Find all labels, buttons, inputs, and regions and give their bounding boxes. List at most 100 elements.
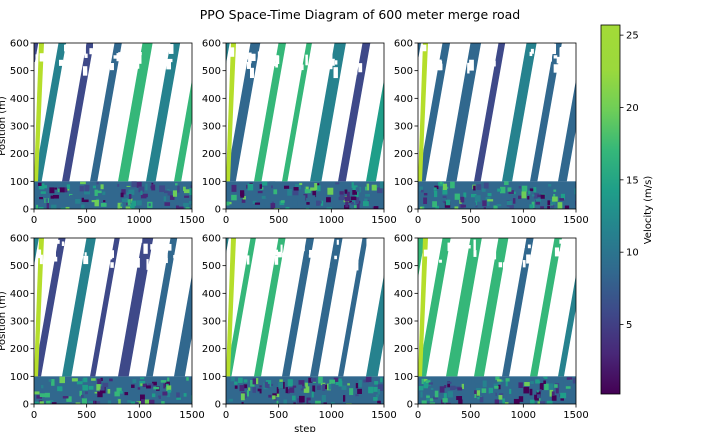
speed-cell (76, 381, 83, 385)
y-tick-label: 500 (394, 261, 413, 272)
speed-cell (268, 394, 272, 398)
speed-cell (312, 190, 317, 198)
trajectory-band (174, 274, 192, 377)
gap-cell (34, 61, 38, 68)
speed-cell (141, 399, 145, 404)
speed-cell (498, 384, 501, 390)
speed-cell (482, 200, 487, 207)
speed-cell (473, 185, 476, 191)
gap-cell (512, 253, 517, 264)
y-tick-label: 200 (10, 149, 29, 160)
speed-cell (543, 376, 548, 379)
speed-cell (127, 400, 132, 403)
speed-cell (551, 391, 555, 396)
gap-cell (458, 52, 462, 61)
speed-cell (373, 397, 378, 401)
speed-cell (149, 399, 155, 404)
y-tick-label: 300 (394, 317, 413, 328)
lead-trajectory (418, 43, 428, 182)
gap-cell (251, 53, 256, 62)
speed-cell (428, 382, 433, 385)
gap-cell (252, 256, 256, 268)
speed-cell (488, 387, 494, 394)
x-tick-label: 1500 (563, 410, 588, 421)
speed-cell (501, 194, 506, 199)
gap-cell (44, 238, 49, 249)
speed-cell (564, 205, 570, 209)
gap-cell (330, 58, 335, 66)
speed-cell (502, 398, 505, 404)
x-tick-label: 500 (77, 215, 96, 226)
speed-cell (125, 206, 132, 209)
speed-cell (349, 388, 354, 396)
trajectory-band (282, 238, 315, 377)
speed-cell (362, 201, 369, 207)
speed-cell (241, 402, 244, 404)
speed-cell (38, 183, 45, 190)
trajectory-band (674, 43, 706, 181)
speed-cell (163, 383, 166, 389)
speed-cell (481, 188, 486, 192)
speed-cell (65, 403, 70, 404)
gap-cell (121, 261, 126, 269)
gap-cell (268, 58, 272, 67)
x-tick-label: 0 (31, 215, 37, 226)
gap-cell (146, 259, 149, 270)
gap-cell (39, 254, 43, 265)
speed-cell (344, 196, 351, 202)
speed-cell (66, 184, 71, 189)
gap-cell (572, 239, 575, 248)
speed-cell (98, 385, 101, 390)
speed-cell (139, 200, 145, 204)
x-tick-label: 0 (223, 215, 229, 226)
y-tick-label: 500 (10, 261, 29, 272)
gap-cell (464, 50, 467, 58)
speed-cell (328, 383, 332, 390)
gap-cell (556, 56, 560, 64)
speed-cell (241, 199, 246, 203)
trajectory-band (558, 79, 576, 182)
speed-cell (234, 385, 238, 389)
speed-cell (69, 195, 75, 200)
speed-cell (146, 385, 151, 389)
trajectory-band (34, 238, 39, 266)
gap-cell (58, 59, 64, 66)
speed-cell (88, 401, 94, 404)
gap-cell (273, 249, 279, 256)
gap-cell (333, 67, 338, 79)
speed-cell (339, 386, 342, 391)
gap-cell (522, 260, 526, 268)
y-tick-label: 500 (202, 261, 221, 272)
speed-cell (574, 188, 576, 195)
trajectory-band (642, 43, 673, 181)
speed-cell (482, 380, 487, 388)
y-tick-label: 200 (202, 344, 221, 355)
speed-cell (39, 401, 44, 404)
gap-cell (469, 59, 474, 71)
speed-cell (460, 196, 465, 203)
lead-trajectory (34, 43, 44, 182)
gap-cell (190, 239, 192, 248)
speed-cell (140, 377, 145, 380)
speed-cell (144, 399, 150, 404)
y-tick-label: 400 (10, 289, 29, 300)
x-tick-label: 1500 (371, 410, 396, 421)
gap-cell (323, 50, 328, 60)
trajectory-layer (226, 238, 384, 404)
gap-cell (553, 64, 559, 73)
gap-cell (542, 64, 546, 73)
speed-cell (468, 378, 472, 385)
speed-cell (298, 380, 305, 387)
speed-cell (126, 192, 130, 195)
gap-cell (530, 48, 534, 54)
gap-cell (240, 243, 244, 251)
speed-cell (509, 388, 512, 394)
speed-cell (506, 200, 512, 206)
speed-cell (100, 377, 103, 381)
y-tick-label: 600 (394, 234, 413, 245)
speed-cell (227, 201, 232, 205)
gap-cell (287, 242, 292, 246)
speed-cell (539, 377, 545, 382)
gap-cell (110, 250, 114, 258)
speed-cell (75, 198, 81, 204)
